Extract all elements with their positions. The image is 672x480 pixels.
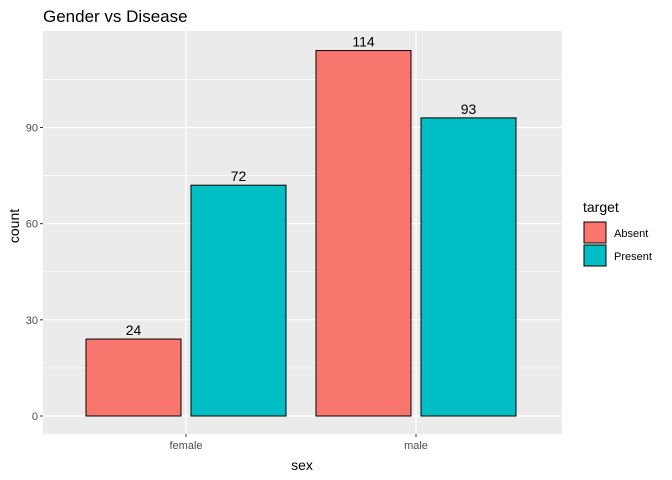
legend: target Absent Present xyxy=(583,199,652,267)
bar-absent-male xyxy=(315,50,412,417)
x-axis: female male xyxy=(169,434,428,452)
x-tick-label: female xyxy=(169,440,202,452)
legend-label-present: Present xyxy=(614,251,652,263)
bar-value-label: 93 xyxy=(461,101,477,117)
y-tick-label: 30 xyxy=(26,315,38,327)
legend-label-absent: Absent xyxy=(614,228,648,240)
y-tick-label: 60 xyxy=(26,219,38,231)
bar-value-label: 24 xyxy=(126,322,142,338)
x-axis-title: sex xyxy=(291,457,313,473)
chart-title: Gender vs Disease xyxy=(43,7,188,26)
bar-value-label: 72 xyxy=(231,168,247,184)
y-axis: 0 30 60 90 xyxy=(26,123,43,423)
bar-present-male xyxy=(420,117,517,417)
bar-absent-female xyxy=(85,338,182,417)
data-labels: 24 114 72 93 xyxy=(126,34,477,339)
bar-present-female xyxy=(190,184,287,417)
legend-title: target xyxy=(583,199,619,215)
x-tick-label: male xyxy=(404,440,428,452)
bar-value-label: 114 xyxy=(352,34,375,50)
legend-key-absent xyxy=(583,221,607,244)
y-tick-label: 90 xyxy=(26,123,38,135)
y-tick-label: 0 xyxy=(32,411,38,423)
y-axis-title: count xyxy=(6,209,22,243)
bars xyxy=(85,50,517,417)
legend-key-present xyxy=(583,244,607,267)
